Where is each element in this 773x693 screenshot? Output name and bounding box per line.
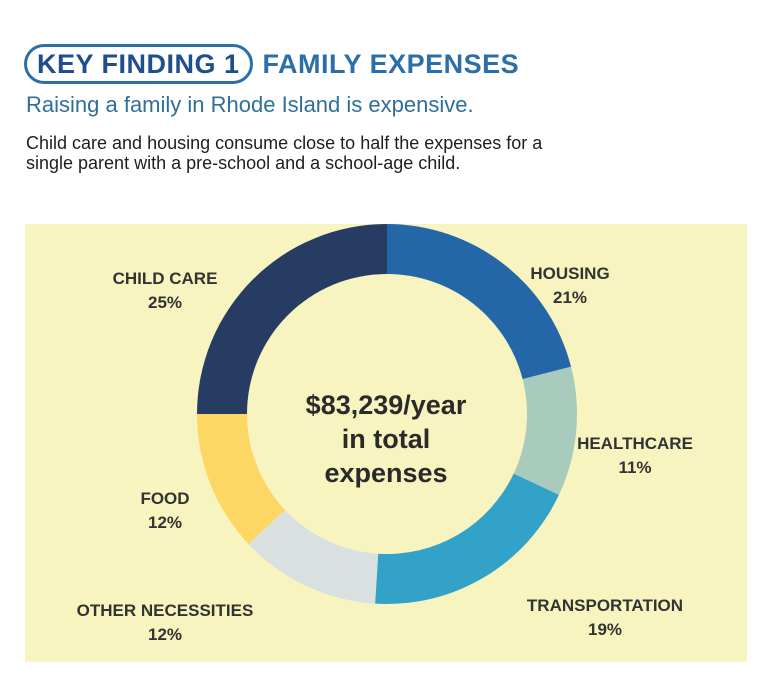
chart-panel: HOUSING 21% HEALTHCARE 11% TRANSPORTATION 19%… xyxy=(25,224,747,662)
value-label-transportation: 19% xyxy=(588,620,622,639)
donut-chart: HOUSING 21% HEALTHCARE 11% TRANSPORTATION 19%… xyxy=(77,224,693,644)
label-child-care: CHILD CARE xyxy=(113,269,218,288)
value-label-other-necessities: 12% xyxy=(148,625,182,644)
slice-healthcare xyxy=(513,366,577,495)
center-total-line-2: in total xyxy=(342,424,431,454)
value-label-housing: 21% xyxy=(553,288,587,307)
label-healthcare: HEALTHCARE xyxy=(577,434,693,453)
label-other-necessities: OTHER NECESSITIES xyxy=(77,601,254,620)
slice-labels: HOUSING 21% HEALTHCARE 11% TRANSPORTATION 19%… xyxy=(77,264,693,644)
section-title: FAMILY EXPENSES xyxy=(262,48,520,79)
subtitle: Raising a family in Rhode Island is expe… xyxy=(26,92,474,117)
slice-transportation xyxy=(375,473,559,604)
value-label-food: 12% xyxy=(148,513,182,532)
description: Child care and housing consume close to … xyxy=(26,133,726,173)
center-total-value: $83,239/year xyxy=(306,390,467,420)
slice-housing xyxy=(387,224,572,380)
description-line-2: single parent with a pre-school and a sc… xyxy=(26,153,461,173)
value-label-child-care: 25% xyxy=(148,293,182,312)
slice-child-care xyxy=(197,224,387,414)
value-label-healthcare: 11% xyxy=(618,458,651,477)
label-housing: HOUSING xyxy=(530,264,609,283)
label-food: FOOD xyxy=(140,489,189,508)
heading: KEY FINDING 1 FAMILY EXPENSES xyxy=(24,44,519,84)
slice-food xyxy=(197,414,285,545)
donut-slices xyxy=(197,224,577,604)
description-line-1: Child care and housing consume close to … xyxy=(26,133,543,153)
key-finding-badge: KEY FINDING 1 xyxy=(24,44,253,84)
center-total-line-3: expenses xyxy=(324,458,447,488)
slice-other-necessities xyxy=(248,509,379,604)
label-transportation: TRANSPORTATION xyxy=(527,596,683,615)
